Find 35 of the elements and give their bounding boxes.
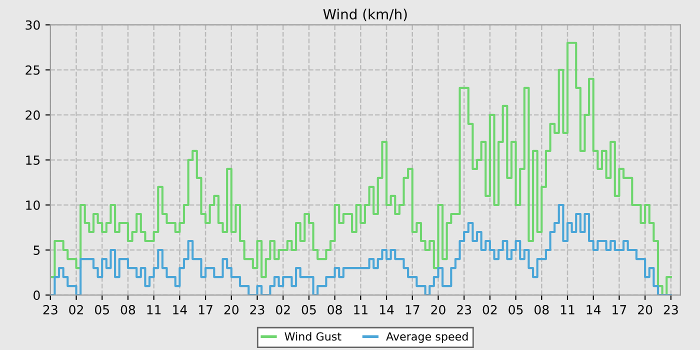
- x-tick-label: 14: [586, 305, 601, 314]
- y-tick-label: 0: [34, 290, 40, 300]
- x-tick-label: 20: [224, 304, 239, 314]
- x-tick-label: 11: [560, 305, 574, 314]
- y-tick-label: 10: [26, 200, 40, 210]
- x-tick-label: 17: [406, 305, 420, 314]
- x-tick-label: 02: [69, 304, 83, 314]
- x-tick-label: 23: [457, 304, 472, 314]
- legend-label: Average speed: [386, 332, 468, 343]
- y-tick-label: 5: [34, 246, 40, 255]
- x-tick-label: 14: [380, 305, 394, 314]
- x-tick-label: 08: [328, 304, 342, 314]
- x-tick-label: 17: [198, 305, 212, 314]
- y-tick-label: 25: [26, 65, 40, 75]
- chart-title: Wind (km/h): [323, 8, 407, 22]
- x-tick-label: 14: [173, 305, 187, 314]
- x-tick-label: 11: [354, 305, 368, 314]
- x-tick-label: 17: [612, 305, 626, 314]
- y-tick-label: 30: [26, 20, 40, 30]
- x-tick-label: 23: [43, 304, 58, 314]
- x-tick-label: 23: [664, 304, 678, 314]
- x-tick-label: 23: [250, 304, 264, 314]
- x-tick-label: 05: [508, 304, 523, 314]
- x-tick-label: 20: [431, 304, 446, 314]
- x-tick-label: 20: [638, 304, 652, 314]
- x-tick-label: 02: [276, 304, 290, 314]
- x-tick-label: 08: [534, 304, 549, 314]
- y-tick-label: 20: [26, 110, 40, 120]
- x-tick-label: 02: [482, 304, 497, 314]
- y-tick-label: 15: [26, 156, 40, 165]
- legend-label: Wind Gust: [284, 332, 342, 341]
- x-tick-label: 05: [94, 304, 109, 314]
- x-tick-label: 11: [147, 305, 161, 314]
- x-tick-label: 05: [302, 304, 316, 314]
- x-tick-label: 08: [120, 304, 136, 314]
